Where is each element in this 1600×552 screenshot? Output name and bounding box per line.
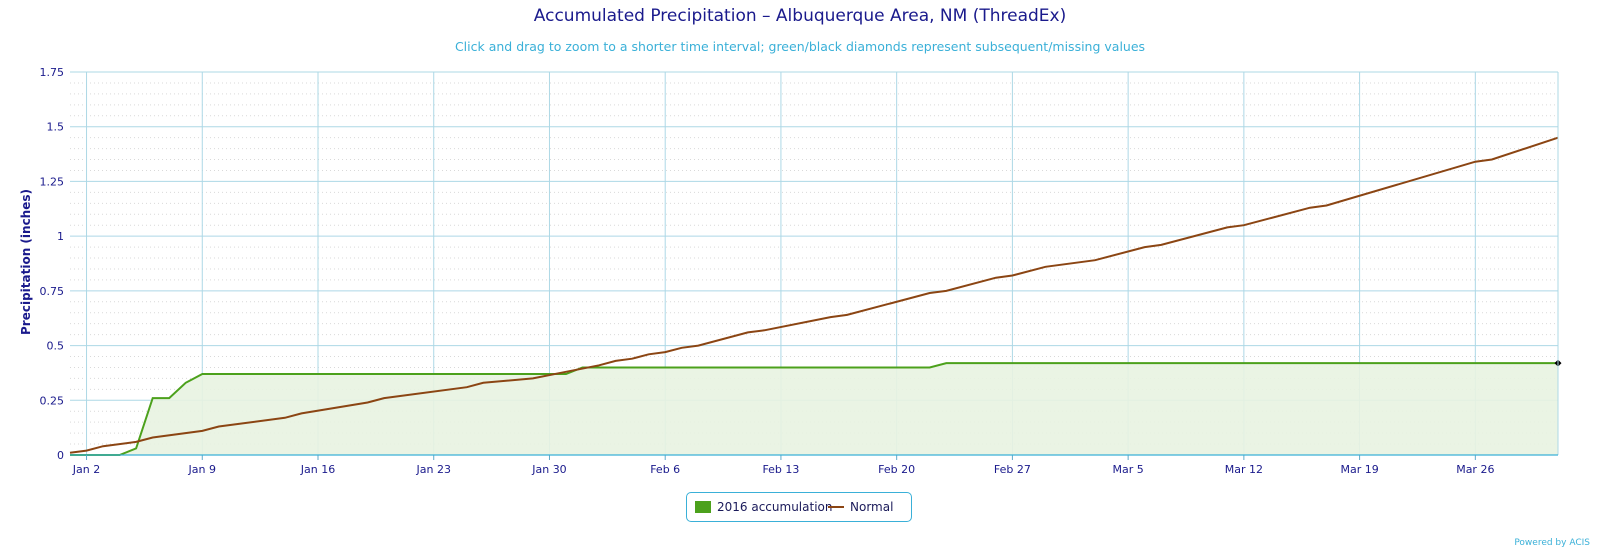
y-tick-label: 0 [57, 449, 64, 462]
legend-label-accumulation: 2016 accumulation [717, 500, 833, 514]
chart-title: Accumulated Precipitation – Albuquerque … [533, 6, 1067, 26]
x-tick-label: Mar 26 [1456, 463, 1494, 476]
x-tick-label: Mar 5 [1113, 463, 1144, 476]
x-tick-label: Feb 13 [762, 463, 799, 476]
x-tick-label: Jan 2 [72, 463, 100, 476]
y-tick-label: 0.75 [40, 285, 65, 298]
axes [70, 72, 1559, 460]
x-tick-label: Feb 6 [650, 463, 680, 476]
legend: 2016 accumulation Normal [686, 492, 912, 522]
y-tick-label: 0.25 [40, 394, 65, 407]
accumulation-series [70, 359, 1562, 456]
y-tick-label: 1.75 [40, 66, 65, 79]
legend-item-accumulation[interactable]: 2016 accumulation [695, 500, 832, 514]
legend-item-normal[interactable]: Normal [828, 500, 893, 514]
x-tick-label: Feb 27 [994, 463, 1031, 476]
x-tick-label: Jan 9 [188, 463, 216, 476]
legend-swatch-accumulation [695, 501, 711, 513]
x-tick-label: Mar 12 [1225, 463, 1263, 476]
x-tick-label: Jan 23 [416, 463, 451, 476]
x-tick-label: Jan 30 [531, 463, 566, 476]
x-tick-labels: Jan 2 Jan 9 Jan 16 Jan 23 Jan 30 Feb 6 Feb 13 F… [72, 463, 1495, 476]
accumulation-area-fill [70, 363, 1558, 455]
y-axis-label: Precipitation (inches) [19, 189, 33, 335]
accumulation-line [70, 362, 1558, 456]
normal-series [69, 136, 1559, 454]
x-tick-label: Jan 16 [300, 463, 335, 476]
x-tick-label: Mar 19 [1340, 463, 1378, 476]
chart-subtitle: Click and drag to zoom to a shorter time… [454, 39, 1146, 54]
normal-line [69, 136, 1559, 454]
y-tick-label: 1.5 [47, 121, 65, 134]
y-tick-label: 1.25 [40, 175, 65, 188]
legend-label-normal: Normal [850, 500, 894, 514]
x-tick-label: Feb 20 [878, 463, 915, 476]
y-tick-labels: 0 0.25 0.5 0.75 1 1.25 1.5 1.75 [40, 66, 65, 462]
y-tick-label: 1 [57, 230, 64, 243]
y-tick-label: 0.5 [47, 340, 65, 353]
legend-swatch-normal [828, 506, 844, 508]
powered-by-credit[interactable]: Powered by ACIS [1514, 538, 1590, 548]
